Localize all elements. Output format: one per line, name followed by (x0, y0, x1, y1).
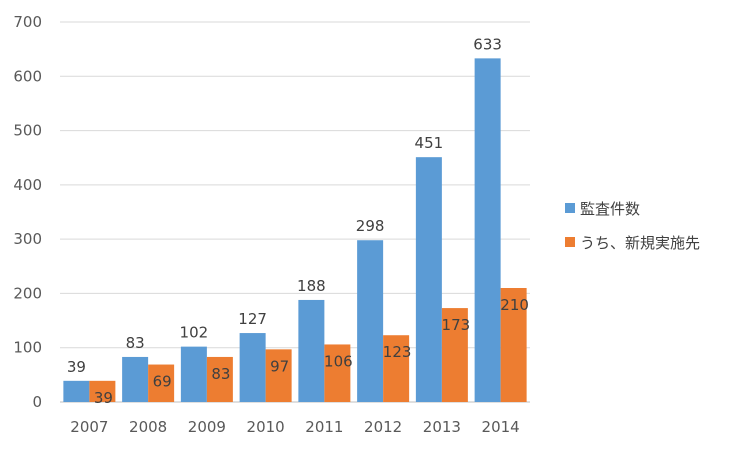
bar-audits-2010 (239, 333, 266, 402)
x-tick-label: 2009 (188, 418, 226, 436)
data-label: 210 (500, 296, 529, 314)
data-label: 102 (180, 324, 209, 342)
data-label: 39 (67, 358, 86, 376)
bar-new-2010 (265, 349, 292, 402)
x-tick-label: 2012 (364, 418, 402, 436)
bar-audits-2014 (474, 58, 501, 402)
bar-new-2012 (383, 335, 410, 402)
y-tick-label: 400 (13, 176, 42, 194)
legend-label: うち、新規実施先 (580, 234, 700, 252)
data-labels: 39 39 83 69 102 83 127 97 188 106 298 123 451 173 633 2… (67, 35, 529, 406)
bar-audits-2011 (298, 299, 325, 402)
y-axis-ticks: 0 100 200 300 400 500 600 700 (13, 13, 42, 411)
bar-new-2009 (206, 356, 233, 402)
y-tick-label: 600 (13, 67, 42, 85)
bar-new-2014 (500, 288, 527, 402)
y-tick-label: 500 (13, 122, 42, 140)
gridlines (60, 21, 530, 403)
data-label: 69 (153, 373, 172, 391)
data-label: 97 (270, 357, 289, 375)
y-tick-label: 700 (13, 13, 42, 31)
bar-audits-2008 (122, 356, 149, 402)
x-tick-label: 2014 (482, 418, 520, 436)
data-label: 83 (126, 334, 145, 352)
x-tick-label: 2011 (305, 418, 343, 436)
data-label: 633 (473, 35, 502, 53)
x-tick-label: 2010 (247, 418, 285, 436)
x-tick-label: 2008 (129, 418, 167, 436)
x-axis-ticks: 2007 2008 2009 2010 2011 2012 2013 2014 (70, 418, 519, 436)
data-label: 39 (94, 389, 113, 407)
data-label: 188 (297, 277, 326, 295)
bar-new-2013 (441, 308, 468, 402)
legend-swatch (565, 203, 575, 213)
bar-audits-2007 (63, 380, 90, 402)
y-tick-label: 300 (13, 230, 42, 248)
x-tick-label: 2013 (423, 418, 461, 436)
bar-new-2007 (89, 380, 116, 402)
data-label: 83 (211, 365, 230, 383)
data-label: 127 (238, 310, 267, 328)
bar-new-2008 (148, 364, 175, 402)
data-label: 106 (324, 352, 353, 370)
bar-new-2011 (324, 344, 351, 402)
y-tick-label: 0 (32, 393, 42, 411)
data-label: 298 (356, 217, 385, 235)
data-label: 173 (442, 316, 471, 334)
legend-swatch (565, 237, 575, 247)
x-tick-label: 2007 (70, 418, 108, 436)
y-tick-label: 100 (13, 339, 42, 357)
data-label: 451 (415, 134, 444, 152)
data-label: 123 (383, 343, 412, 361)
bar-audits-2012 (357, 240, 384, 402)
bar-audits-2013 (415, 157, 442, 402)
y-tick-label: 200 (13, 284, 42, 302)
bar-audits-2009 (180, 346, 207, 402)
bars (63, 58, 527, 402)
legend-label: 監査件数 (580, 200, 640, 218)
